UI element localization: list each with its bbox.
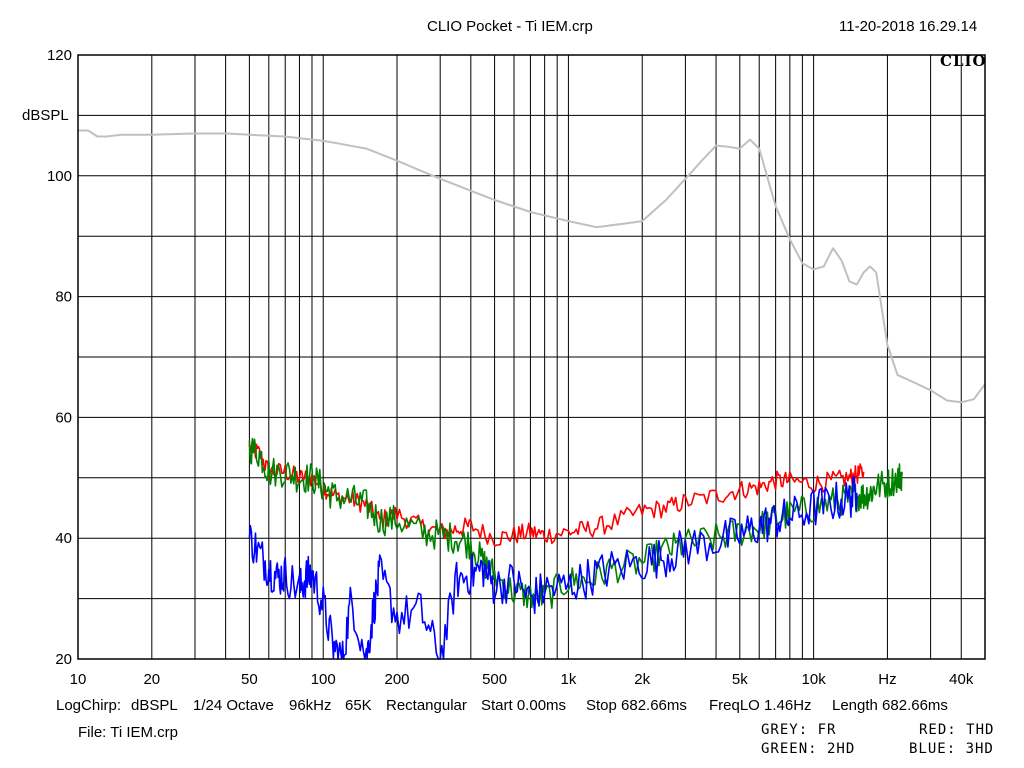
setting-start: Start 0.00ms (481, 697, 567, 714)
file-name: File: Ti IEM.crp (78, 724, 179, 741)
x-tick-label: 200 (385, 671, 410, 688)
setting-size: 65K (345, 697, 372, 714)
y-tick-label: 80 (55, 289, 72, 306)
series-line-thd (248, 438, 865, 547)
x-tick-label: 1k (560, 671, 576, 688)
x-tick-label: 500 (482, 671, 507, 688)
setting-samplerate: 96kHz (289, 697, 332, 714)
y-tick-label: 120 (47, 47, 72, 64)
legend-blue: BLUE: 3HD (909, 741, 994, 757)
x-tick-label: 40k (949, 671, 974, 688)
x-tick-label: 100 (311, 671, 336, 688)
legend-green: GREEN: 2HD (761, 741, 856, 757)
legend-red: RED: THD (919, 722, 995, 738)
setting-freqlo: FreqLO 1.46Hz (709, 697, 812, 714)
setting-stop: Stop 682.66ms (586, 697, 687, 714)
x-tick-labels: 10 20 50 100 200 500 1k 2k 5k 10k Hz 40k (70, 671, 974, 688)
x-tick-label: 20 (143, 671, 160, 688)
y-tick-label: 20 (55, 651, 72, 668)
setting-unit: dBSPL (131, 697, 178, 714)
y-tick-label: 100 (47, 168, 72, 185)
setting-smoothing: 1/24 Octave (193, 697, 274, 714)
y-tick-labels: 20 40 60 80 100 120 (47, 47, 72, 668)
x-tick-label: 10 (70, 671, 87, 688)
x-tick-label: Hz (878, 671, 896, 688)
series-line-3hd (248, 475, 858, 660)
x-tick-label: 2k (634, 671, 650, 688)
x-tick-label: 10k (802, 671, 827, 688)
chart-series (78, 129, 986, 660)
x-tick-label: 5k (732, 671, 748, 688)
setting-length: Length 682.66ms (832, 697, 948, 714)
y-axis-label: dBSPL (22, 107, 69, 124)
series-line-2hd (248, 437, 904, 610)
legend-grey: GREY: FR (761, 722, 837, 738)
series-line-fr (78, 129, 986, 404)
y-tick-label: 60 (55, 409, 72, 426)
setting-window: Rectangular (386, 697, 467, 714)
chart-title: CLIO Pocket - Ti IEM.crp (427, 18, 593, 35)
chart-grid (78, 55, 985, 659)
clio-logo: CLIO (940, 52, 987, 70)
plot-frame (77, 54, 986, 660)
setting-logchirp: LogChirp: (56, 697, 122, 714)
timestamp: 11-20-2018 16.29.14 (839, 18, 978, 35)
x-tick-label: 50 (241, 671, 258, 688)
y-tick-label: 40 (55, 530, 72, 547)
